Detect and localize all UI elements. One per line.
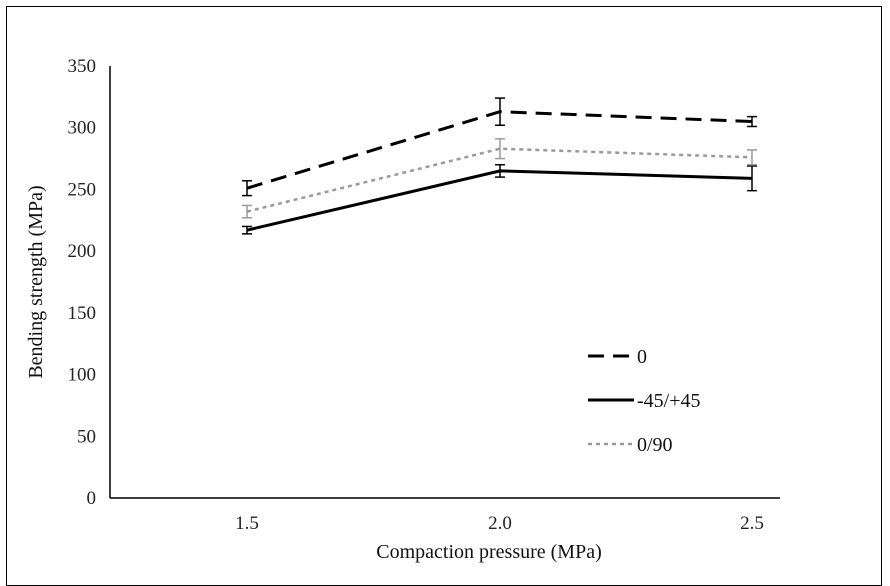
legend-label: -45/+45	[637, 390, 701, 412]
legend: 0 -45/+45 0/90	[588, 346, 701, 456]
y-tick-label: 50	[77, 426, 96, 447]
legend-item: 0/90	[588, 434, 673, 456]
x-axis-title: Compaction pressure (MPa)	[376, 541, 602, 563]
y-axis-title: Bending strength (MPa)	[25, 185, 47, 378]
x-tick-label: 1.5	[235, 513, 259, 534]
x-axis-ticks: 1.5 2.0 2.5	[235, 513, 764, 534]
legend-label: 0	[637, 346, 647, 368]
line-chart: 0 50 100 150 200 250 300 350 1.5 2.0 2.5 Compacti…	[25, 56, 780, 563]
series-line-2	[246, 169, 753, 232]
error-bar	[242, 204, 252, 219]
y-tick-label: 300	[68, 118, 97, 139]
error-bar	[495, 163, 505, 178]
y-axis-ticks: 0 50 100 150 200 250 300 350	[68, 56, 97, 509]
error-bar	[242, 225, 252, 235]
y-tick-label: 250	[68, 179, 97, 200]
error-bar	[747, 115, 757, 128]
legend-item: -45/+45	[588, 390, 701, 412]
legend-item: 0	[588, 346, 647, 368]
error-bar	[495, 138, 505, 160]
error-bar	[747, 165, 757, 192]
y-tick-label: 350	[68, 56, 97, 77]
x-tick-label: 2.0	[488, 513, 512, 534]
legend-label: 0/90	[637, 434, 673, 456]
y-tick-label: 200	[68, 241, 97, 262]
error-bar	[747, 149, 757, 166]
error-bars	[242, 97, 757, 235]
error-bar	[242, 180, 252, 197]
y-tick-label: 150	[68, 303, 97, 324]
x-tick-label: 2.5	[740, 513, 764, 534]
axes	[109, 66, 780, 499]
chart-frame	[6, 6, 882, 586]
error-bar	[495, 97, 505, 126]
y-tick-label: 100	[68, 365, 97, 386]
y-tick-label: 0	[87, 488, 97, 509]
